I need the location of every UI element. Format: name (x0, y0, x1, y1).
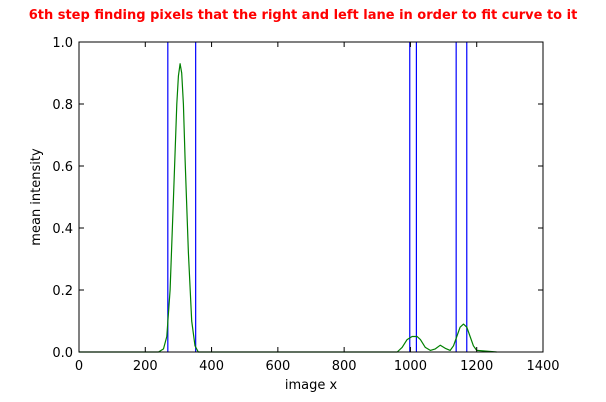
y-tick-label: 1.0 (52, 36, 73, 51)
x-tick-label: 1400 (526, 359, 559, 374)
series-layer (79, 63, 497, 353)
y-tick-label: 0.6 (52, 160, 73, 175)
x-tick-label: 600 (265, 359, 290, 374)
y-tick-label: 0.4 (52, 222, 73, 237)
y-tick-label: 0.2 (52, 284, 73, 299)
y-tick-label: 0.0 (52, 346, 73, 361)
y-axis-label: mean intensity (29, 148, 44, 246)
x-tick-label: 1200 (460, 359, 493, 374)
x-tick-label: 400 (199, 359, 224, 374)
x-tick-label: 0 (75, 359, 83, 374)
y-tick-label: 0.8 (52, 98, 73, 113)
axis-ticks: 0 200 400 600 800 1000 1200 1400 0.0 0.2 0.4 0.6 0.8… (52, 36, 559, 374)
x-tick-label: 1000 (394, 359, 427, 374)
x-tick-label: 200 (133, 359, 158, 374)
series-line-1 (79, 63, 497, 353)
x-axis-label: image x (285, 378, 338, 393)
x-tick-label: 800 (332, 359, 357, 374)
plot-frame (78, 41, 544, 353)
lane-boundary-lines (167, 42, 468, 352)
chart-title: 6th step finding pixels that the right a… (28, 8, 578, 23)
